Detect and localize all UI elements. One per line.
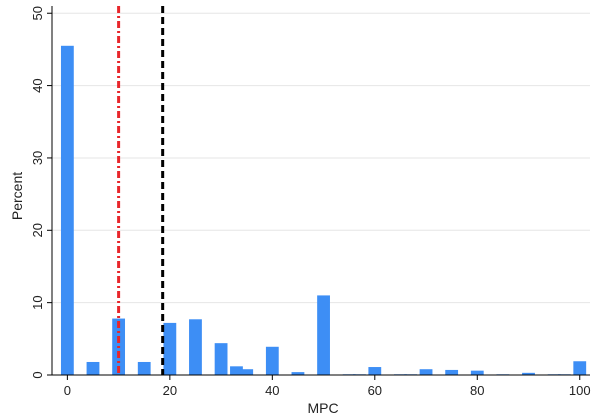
bar-mpc-50: [317, 295, 330, 375]
bar-mpc-25: [189, 319, 202, 375]
bar-mpc-5: [86, 361, 100, 375]
bar-mpc-15: [137, 361, 151, 375]
y-tick-label-30: 30: [30, 151, 45, 165]
reference-lines: [117, 6, 165, 375]
y-tick-label-10: 10: [30, 295, 45, 309]
bar-mpc-70: [419, 369, 433, 375]
y-tick-labels: 0 10 20 30 40 50: [30, 6, 45, 379]
bar-mpc-40: [265, 346, 279, 375]
bar-mpc-80: [470, 370, 484, 375]
x-tick-label-100: 100: [569, 383, 591, 398]
bar-mpc-75: [445, 369, 459, 375]
x-tick-labels: 0 20 40 60 80 100: [64, 383, 591, 398]
bar-mpc-0: [60, 45, 74, 375]
bar-mpc-20: [163, 322, 177, 375]
y-tick-label-0: 0: [30, 371, 45, 378]
grid-lines: [52, 12, 590, 304]
bar-mpc-90: [522, 372, 535, 375]
bar-mpc-45: [291, 372, 305, 375]
bar-mpc-30: [214, 343, 228, 375]
y-axis-label: Percent: [9, 172, 25, 220]
y-tick-label-20: 20: [30, 223, 45, 237]
bar-mpc-60: [368, 367, 382, 375]
x-axis-label: MPC: [307, 400, 338, 416]
y-tick-label-50: 50: [30, 6, 45, 20]
y-tick-label-40: 40: [30, 78, 45, 92]
x-tick-label-40: 40: [265, 383, 279, 398]
bar-mpc-35: [240, 369, 254, 375]
x-tick-label-60: 60: [368, 383, 382, 398]
x-tick-label-0: 0: [64, 383, 71, 398]
bar-mpc-100: [573, 361, 587, 375]
axes: [47, 6, 590, 380]
histogram-bars: [60, 45, 587, 375]
x-tick-label-20: 20: [163, 383, 177, 398]
x-tick-label-80: 80: [470, 383, 484, 398]
bar-mpc-33: [230, 366, 243, 375]
